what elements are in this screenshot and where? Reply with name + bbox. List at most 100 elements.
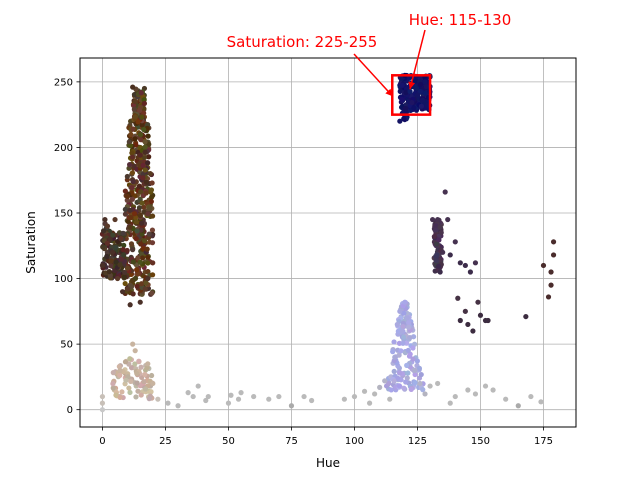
data-point xyxy=(394,321,400,328)
data-point xyxy=(137,107,143,114)
data-point xyxy=(406,320,412,326)
data-point xyxy=(235,396,242,402)
data-point xyxy=(140,162,146,168)
data-point xyxy=(399,96,405,102)
data-point xyxy=(142,144,148,150)
data-point xyxy=(134,228,140,234)
data-point xyxy=(550,252,557,258)
data-point xyxy=(119,389,125,395)
data-point xyxy=(142,149,148,155)
y-tick-label: 150 xyxy=(54,208,73,219)
data-point xyxy=(141,204,147,210)
data-point xyxy=(419,97,426,103)
x-tick-label: 0 xyxy=(99,436,105,447)
data-point xyxy=(417,380,423,387)
data-point xyxy=(423,83,429,90)
x-tick-label: 50 xyxy=(222,436,235,447)
data-point xyxy=(266,396,272,402)
data-point xyxy=(414,358,420,364)
data-point xyxy=(134,267,140,273)
data-point xyxy=(351,393,358,400)
x-tick-label: 75 xyxy=(285,436,298,447)
data-point xyxy=(130,259,136,265)
data-point xyxy=(445,216,451,223)
data-point xyxy=(411,105,417,111)
data-point xyxy=(238,390,244,396)
data-point xyxy=(407,334,413,341)
data-point xyxy=(124,265,131,271)
data-point xyxy=(112,216,118,223)
data-point xyxy=(132,98,138,105)
data-point xyxy=(150,380,156,387)
data-point xyxy=(127,207,133,213)
data-point xyxy=(467,269,473,275)
data-point xyxy=(251,393,257,400)
y-tick-label: 100 xyxy=(54,274,73,285)
data-point xyxy=(397,308,403,314)
data-point xyxy=(132,114,139,120)
data-point xyxy=(127,302,133,308)
data-point xyxy=(132,348,138,354)
data-point xyxy=(437,269,443,275)
data-point xyxy=(131,91,138,98)
y-tick-label: 250 xyxy=(54,77,73,88)
data-point xyxy=(149,194,155,200)
data-point xyxy=(100,228,107,234)
data-point xyxy=(482,383,489,389)
data-point xyxy=(408,386,414,392)
data-point xyxy=(109,249,116,255)
data-point xyxy=(138,189,144,195)
data-point xyxy=(132,275,139,281)
data-point xyxy=(139,255,146,261)
data-point xyxy=(417,88,423,95)
data-point xyxy=(372,391,378,397)
data-point xyxy=(515,403,521,409)
data-point xyxy=(399,82,405,88)
y-tick-label: 50 xyxy=(60,340,73,351)
data-point xyxy=(142,167,148,173)
data-point xyxy=(475,299,481,305)
data-point xyxy=(452,239,458,245)
data-point xyxy=(134,380,140,386)
data-point xyxy=(528,393,534,400)
data-point xyxy=(132,361,138,367)
data-point xyxy=(225,400,232,406)
data-point xyxy=(117,262,123,268)
data-point xyxy=(99,262,106,269)
data-point xyxy=(422,391,428,397)
data-point xyxy=(149,180,155,186)
hue-arrow-line xyxy=(409,29,426,90)
data-point xyxy=(117,372,123,378)
data-point xyxy=(121,252,127,258)
data-point xyxy=(142,386,149,392)
data-point xyxy=(138,220,145,226)
data-point xyxy=(431,233,437,240)
data-point xyxy=(155,396,161,402)
data-point xyxy=(399,328,405,334)
data-point xyxy=(361,388,368,394)
data-point xyxy=(127,224,133,230)
data-point xyxy=(145,254,151,260)
data-point xyxy=(404,340,410,346)
data-point xyxy=(126,139,132,145)
data-point xyxy=(149,213,156,219)
data-point xyxy=(145,211,151,217)
annotations: Hue: 115-130 Saturation: 225-255 xyxy=(227,11,511,97)
data-point xyxy=(129,150,135,156)
data-point xyxy=(110,381,116,387)
data-point xyxy=(122,359,129,365)
data-point xyxy=(122,188,128,194)
x-axis-label: Hue xyxy=(316,456,340,470)
data-point xyxy=(146,154,152,160)
data-point xyxy=(130,341,136,347)
data-point xyxy=(124,173,130,180)
data-point xyxy=(149,240,156,246)
data-point xyxy=(136,205,143,211)
data-point xyxy=(135,119,141,125)
data-point xyxy=(392,354,398,360)
data-point xyxy=(108,263,114,269)
data-point xyxy=(139,122,145,128)
axes-frame xyxy=(79,57,577,428)
data-point xyxy=(396,383,402,389)
data-point xyxy=(175,403,181,409)
